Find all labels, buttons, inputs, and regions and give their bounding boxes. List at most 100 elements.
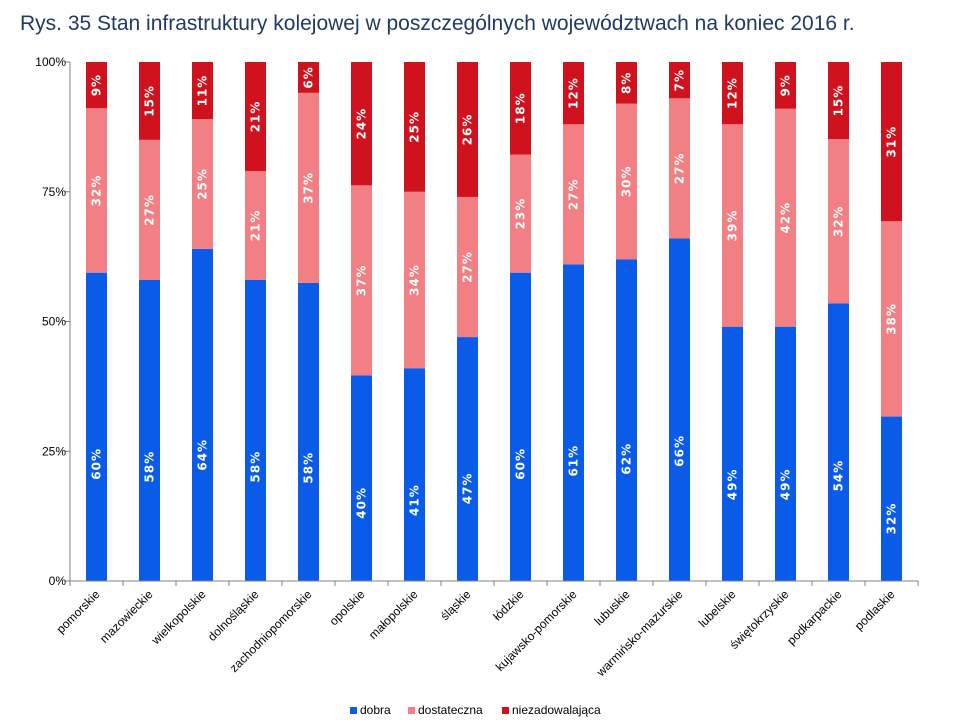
category-label: łódzkie — [490, 587, 527, 624]
bar-segment-dobra — [139, 279, 160, 581]
bar-segment-dobra — [192, 248, 213, 581]
bar-segment-dobra — [722, 326, 743, 581]
data-label: 21% — [249, 210, 263, 242]
data-label: 40% — [355, 487, 369, 519]
data-label: 41% — [408, 484, 422, 516]
legend-item-niezadowalająca: niezadowalająca — [502, 703, 601, 717]
bar-segment-niezadowalająca — [457, 62, 478, 197]
data-label: 49% — [779, 468, 793, 500]
category-label: dolnośląskie — [205, 587, 262, 644]
data-label: 11% — [196, 75, 210, 107]
bar-segment-niezadowalająca — [404, 62, 425, 192]
data-label: 64% — [196, 439, 210, 471]
bar-segment-dobra — [457, 337, 478, 581]
data-label: 27% — [143, 194, 157, 226]
bar-segment-dobra — [881, 416, 902, 581]
category-label: pomorskie — [54, 587, 103, 636]
category-label: mazowieckie — [97, 587, 156, 646]
y-tick-label: 50% — [42, 315, 66, 329]
data-label: 32% — [832, 205, 846, 237]
y-axis: 0% 25% 50% 75% 100% — [35, 55, 71, 588]
bar-segment-niezadowalająca — [828, 62, 849, 140]
bar-segment-dostateczna — [404, 191, 425, 369]
bar-segment-dostateczna — [351, 185, 372, 376]
bar-segment-dostateczna — [245, 170, 266, 280]
bar-segment-dostateczna — [669, 98, 690, 239]
bar-segment-dostateczna — [775, 108, 796, 327]
category-label: lubuskie — [592, 587, 633, 628]
bar-segment-dobra — [510, 272, 531, 581]
legend-item-dostateczna: dostateczna — [408, 703, 483, 717]
data-label: 7% — [673, 69, 687, 91]
bar-segment-dobra — [404, 368, 425, 581]
bar-segment-dobra — [616, 259, 637, 581]
bar-segment-dostateczna — [86, 108, 107, 273]
bar-segment-dobra — [86, 272, 107, 581]
data-label: 58% — [249, 451, 263, 483]
bar-segment-niezadowalająca — [616, 62, 637, 104]
bar-segment-dobra — [669, 238, 690, 581]
data-label: 54% — [832, 460, 846, 492]
bar-segment-niezadowalająca — [139, 62, 160, 140]
legend-swatch — [502, 707, 509, 714]
bar-segment-dobra — [775, 326, 796, 581]
bar-segment-dostateczna — [139, 139, 160, 280]
data-label: 27% — [673, 153, 687, 185]
data-label: 31% — [885, 126, 899, 158]
bar-segment-dostateczna — [828, 139, 849, 304]
legend-label: niezadowalająca — [512, 703, 601, 717]
bar-segment-niezadowalająca — [722, 62, 743, 125]
data-label: 9% — [90, 74, 104, 96]
category-label: lubelskie — [696, 587, 739, 630]
data-label: 25% — [408, 111, 422, 143]
category-label: podkarpackie — [784, 587, 845, 648]
y-tick-label: 100% — [35, 55, 66, 69]
bar-segment-niezadowalająca — [881, 62, 902, 222]
bar-segment-dostateczna — [616, 103, 637, 260]
category-label: warmińsko-mazurskie — [593, 587, 686, 680]
data-label: 27% — [567, 178, 581, 210]
data-label: 60% — [90, 448, 104, 480]
data-label: 32% — [885, 503, 899, 535]
data-label: 58% — [302, 452, 316, 484]
data-label: 6% — [302, 66, 316, 88]
y-tick-label: 25% — [42, 444, 66, 458]
data-label: 49% — [726, 468, 740, 500]
data-label: 25% — [196, 168, 210, 200]
y-tick-label: 75% — [42, 185, 66, 199]
bar-segment-dostateczna — [563, 124, 584, 265]
bar-segment-niezadowalająca — [563, 62, 584, 125]
legend-item-dobra: dobra — [350, 703, 391, 717]
legend-swatch — [408, 707, 415, 714]
chart-title: Rys. 35 Stan infrastruktury kolejowej w … — [20, 12, 855, 35]
data-label: 26% — [461, 114, 475, 146]
legend-label: dobra — [360, 703, 391, 717]
bar-segment-dostateczna — [510, 154, 531, 273]
data-label: 58% — [143, 451, 157, 483]
bar-segment-dobra — [245, 279, 266, 581]
y-tick-label: 0% — [49, 574, 67, 588]
bar-segment-dobra — [563, 264, 584, 581]
legend-label: dostateczna — [418, 703, 483, 717]
data-label: 37% — [302, 172, 316, 204]
bar-segment-dobra — [298, 282, 319, 581]
bar-segment-dostateczna — [192, 119, 213, 249]
data-label: 24% — [355, 108, 369, 140]
data-label: 18% — [514, 92, 528, 124]
data-label: 34% — [408, 264, 422, 296]
category-label: śląskie — [438, 587, 474, 623]
bar-segment-dostateczna — [298, 92, 319, 283]
bar-segment-niezadowalająca — [351, 62, 372, 186]
bar-segment-niezadowalająca — [245, 62, 266, 171]
data-label: 12% — [567, 77, 581, 109]
bar-segment-niezadowalająca — [192, 62, 213, 120]
bar-segment-dostateczna — [881, 221, 902, 417]
data-label: 62% — [620, 443, 634, 475]
data-label: 66% — [673, 435, 687, 467]
data-label: 42% — [779, 202, 793, 234]
category-label: opolskie — [327, 587, 368, 628]
legend-swatch — [350, 707, 357, 714]
data-label: 47% — [461, 472, 475, 504]
data-label: 39% — [726, 210, 740, 242]
bar-segment-niezadowalająca — [298, 62, 319, 93]
